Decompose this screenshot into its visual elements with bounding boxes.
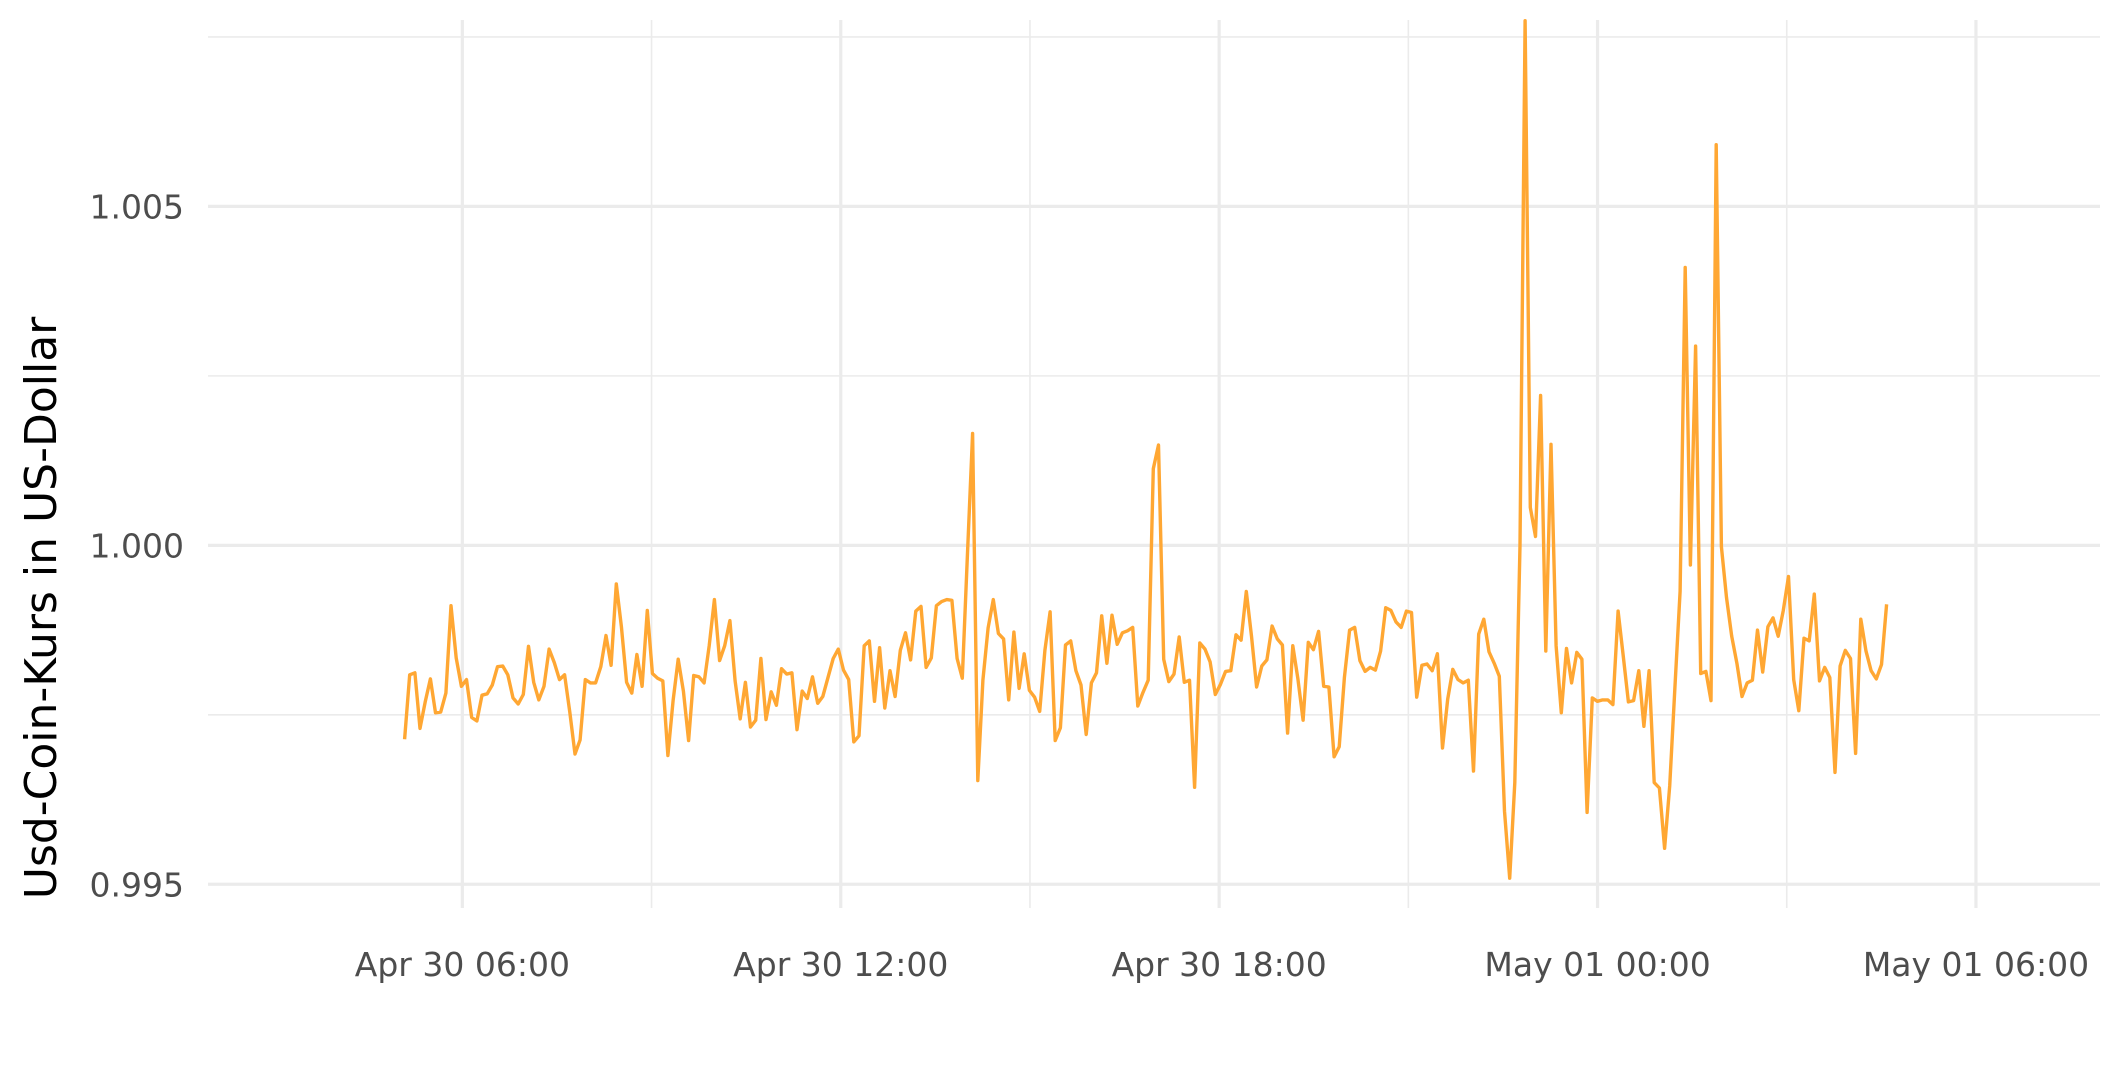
y-tick-label: 0.995 [90, 865, 184, 904]
y-axis-tick-labels: 0.995 1.000 1.005 [90, 187, 184, 904]
x-tick-label: Apr 30 18:00 [1112, 945, 1327, 984]
y-tick-label: 1.005 [90, 187, 184, 226]
x-tick-label: Apr 30 06:00 [355, 945, 570, 984]
y-axis-title: Usd-Coin-Kurs in US-Dollar [16, 316, 67, 899]
price-series-line [402, 19, 1889, 880]
x-tick-label: May 01 06:00 [1863, 945, 2089, 984]
x-tick-label: Apr 30 12:00 [733, 945, 948, 984]
series-layer [402, 19, 1889, 880]
y-tick-label: 1.000 [90, 526, 184, 565]
grid-layer [208, 20, 2100, 908]
x-axis-tick-labels: Apr 30 06:00 Apr 30 12:00 Apr 30 18:00 May … [355, 945, 2089, 984]
x-tick-label: May 01 00:00 [1484, 945, 1710, 984]
